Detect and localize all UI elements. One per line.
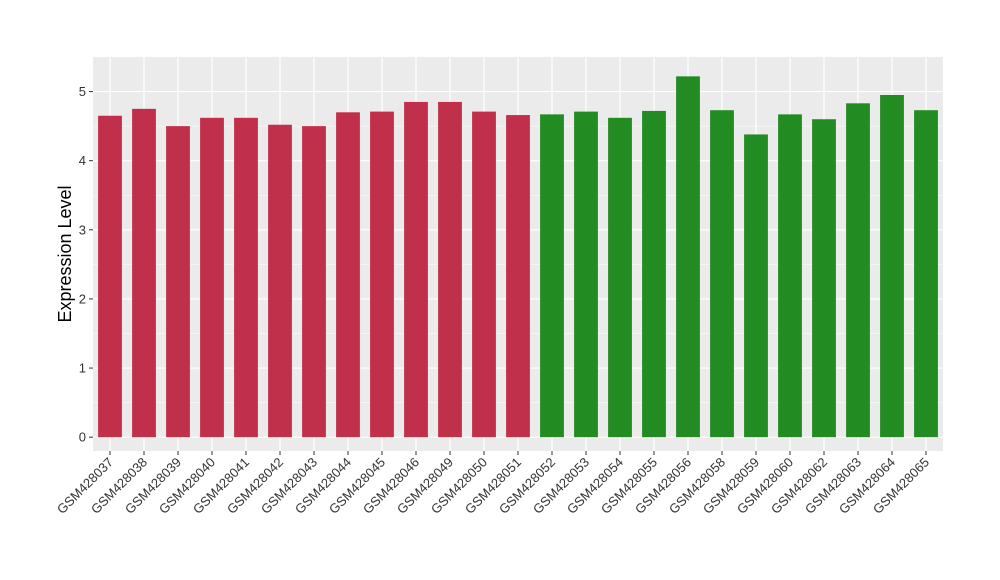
y-axis-title: Expression Level (55, 185, 75, 322)
bar-GSM428043 (302, 126, 326, 438)
bar-GSM428046 (404, 101, 428, 438)
y-tick-label: 0 (79, 430, 86, 445)
bar-GSM428042 (268, 124, 292, 438)
y-tick-label: 4 (79, 153, 86, 168)
bar-GSM428062 (812, 119, 836, 438)
bar-GSM428064 (880, 95, 904, 438)
bars (98, 76, 938, 438)
bar-GSM428053 (574, 111, 598, 438)
bar-GSM428055 (642, 110, 666, 438)
y-tick-label: 1 (79, 361, 86, 376)
y-tick-label: 3 (79, 222, 86, 237)
x-axis: GSM428037GSM428038GSM428039GSM428040GSM4… (54, 451, 932, 517)
bar-GSM428056 (676, 76, 700, 438)
bar-GSM428038 (132, 108, 156, 438)
bar-GSM428051 (506, 115, 530, 438)
bar-GSM428044 (336, 112, 360, 438)
bar-GSM428045 (370, 111, 394, 438)
bar-GSM428059 (744, 134, 768, 438)
bar-GSM428040 (200, 117, 224, 438)
bar-GSM428052 (540, 114, 564, 438)
bar-GSM428054 (608, 117, 632, 438)
bar-GSM428060 (778, 114, 802, 438)
y-axis: 0 1 2 3 4 5 (79, 84, 93, 445)
bar-GSM428063 (846, 103, 870, 438)
y-tick-label: 2 (79, 291, 86, 306)
bar-GSM428065 (914, 110, 938, 438)
bar-GSM428037 (98, 115, 122, 438)
bar-GSM428050 (472, 111, 496, 438)
bar-GSM428049 (438, 101, 462, 438)
bar-GSM428058 (710, 110, 734, 438)
bar-GSM428041 (234, 117, 258, 438)
bar-GSM428039 (166, 126, 190, 438)
y-tick-label: 5 (79, 84, 86, 99)
